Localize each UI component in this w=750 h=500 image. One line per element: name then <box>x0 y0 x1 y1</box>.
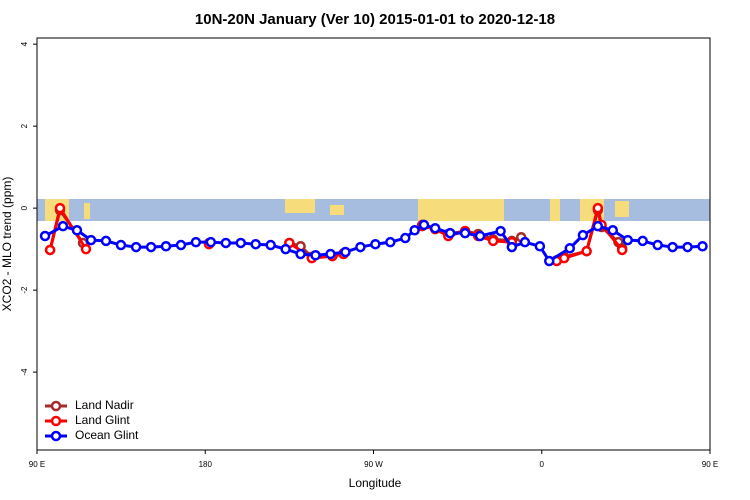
legend-label: Land Glint <box>75 413 130 427</box>
y-axis-label: XCO2 - MLO trend (ppm) <box>0 177 14 312</box>
data-point <box>474 230 486 242</box>
data-point <box>295 248 306 260</box>
data-point <box>495 225 506 237</box>
data-point <box>487 235 499 247</box>
data-point <box>622 234 633 246</box>
data-point <box>459 227 471 239</box>
data-point <box>667 241 678 253</box>
legend-label: Land Nadir <box>75 398 134 412</box>
data-point <box>409 225 420 236</box>
data-point <box>160 241 172 252</box>
data-point <box>637 235 648 247</box>
data-point <box>85 234 97 246</box>
x-tick-label: 90 W <box>364 460 383 469</box>
y-tick-label: 2 <box>20 123 29 128</box>
data-point <box>39 230 51 242</box>
ocean-band <box>37 199 710 221</box>
x-tick-label: 0 <box>540 460 545 469</box>
data-point <box>616 244 628 256</box>
data-point <box>80 243 92 255</box>
legend-swatch <box>50 415 62 427</box>
data-point <box>519 236 531 248</box>
x-axis-label: Longitude <box>349 476 402 490</box>
data-point <box>682 241 693 253</box>
y-tick-label: -4 <box>20 368 29 376</box>
data-point <box>280 243 291 255</box>
data-point <box>190 236 202 248</box>
data-point <box>543 255 555 267</box>
y-tick-label: 0 <box>20 205 29 210</box>
data-point <box>57 220 69 232</box>
legend-label: Ocean Glint <box>75 428 139 442</box>
data-point <box>250 238 261 250</box>
data-point <box>115 239 127 251</box>
land-patch <box>84 203 90 219</box>
data-point <box>418 219 430 231</box>
data-point <box>205 236 217 248</box>
legend-swatch <box>50 430 62 442</box>
land-patch <box>418 199 504 221</box>
x-tick-label: 180 <box>199 460 213 469</box>
data-point <box>220 237 232 249</box>
data-point <box>71 225 83 236</box>
data-point <box>444 227 456 239</box>
data-point <box>558 252 570 264</box>
map-band <box>37 199 710 221</box>
series-line <box>44 223 703 263</box>
data-point <box>506 241 518 253</box>
data-point <box>564 243 576 254</box>
data-point <box>385 236 396 248</box>
data-point <box>592 202 604 214</box>
data-point <box>310 250 321 261</box>
data-point <box>577 229 589 241</box>
data-point <box>325 248 336 260</box>
chart-title: 10N-20N January (Ver 10) 2015-01-01 to 2… <box>195 11 555 28</box>
data-point <box>44 244 56 256</box>
data-point <box>429 222 441 234</box>
y-tick-label: 4 <box>20 41 29 46</box>
data-point <box>100 235 112 247</box>
land-patch <box>550 199 560 221</box>
data-point <box>340 246 351 258</box>
land-patch <box>330 205 344 215</box>
data-point <box>370 238 381 250</box>
land-patch <box>285 199 315 213</box>
data-point <box>607 225 619 236</box>
data-point <box>175 239 187 251</box>
data-point <box>130 241 142 253</box>
data-point <box>54 202 66 214</box>
data-point <box>592 220 604 232</box>
data-point <box>355 241 366 253</box>
data-point <box>581 245 592 257</box>
x-tick-label: 90 E <box>702 460 718 469</box>
legend-swatch <box>50 400 62 412</box>
data-point <box>235 237 247 249</box>
x-tick-label: 90 E <box>29 460 45 469</box>
data-point <box>534 241 546 252</box>
data-point <box>400 232 411 244</box>
data-point <box>697 241 708 252</box>
data-point <box>265 239 276 251</box>
data-point <box>652 239 663 251</box>
data-point <box>145 241 157 253</box>
y-tick-label: -2 <box>20 286 29 294</box>
land-patch <box>615 201 629 217</box>
